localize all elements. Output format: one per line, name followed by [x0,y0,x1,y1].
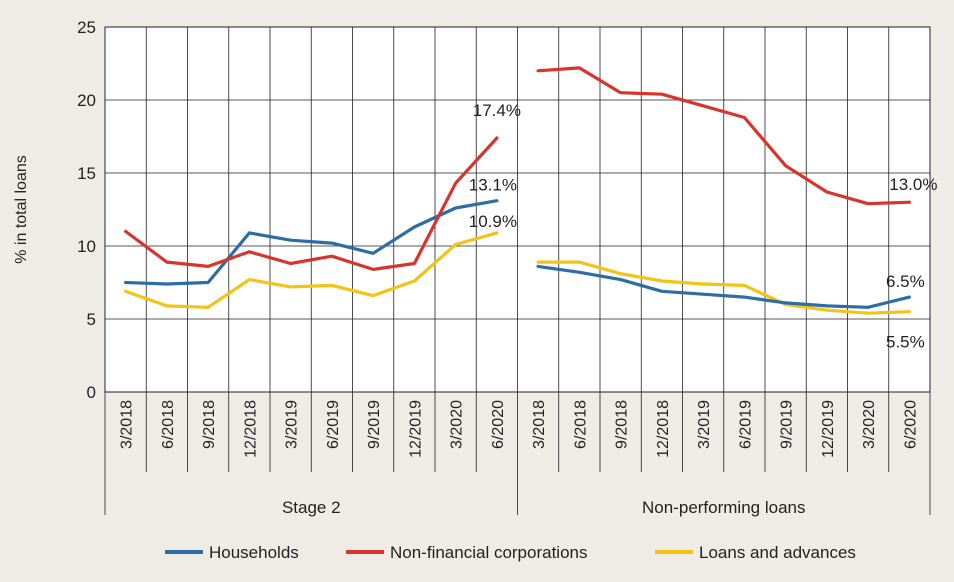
series-lines [123,66,912,315]
legend: Households Non-financial corporations Loan… [165,543,856,562]
category-label: 12/2019 [820,400,837,458]
category-label: 12/2019 [407,400,424,458]
y-tick-label: 25 [77,18,96,37]
value-annotation: 13.0% [889,175,937,194]
y-tick-label: 5 [87,310,96,329]
legend-label: Households [209,543,299,562]
value-annotation: 5.5% [886,333,925,352]
category-label: 12/2018 [242,400,259,458]
category-label: 6/2019 [737,400,754,449]
series-line-non-financial-corporations-panel-1 [123,136,499,271]
category-label: 6/2018 [160,400,177,449]
category-label: 3/2018 [119,400,136,449]
series-line-households-panel-1 [123,199,499,286]
legend-label: Loans and advances [699,543,856,562]
value-annotation: 17.4% [473,101,521,120]
legend-label: Non-financial corporations [390,543,588,562]
value-annotation: 13.1% [469,176,517,195]
category-label: 3/2020 [861,400,878,449]
category-label: 9/2018 [201,400,218,449]
group-label: Stage 2 [282,498,341,517]
series-line-non-financial-corporations-panel-2 [536,66,912,206]
y-tick-label: 0 [87,383,96,402]
y-tick-label: 10 [77,237,96,256]
category-label: 3/2018 [531,400,548,449]
y-tick-label: 15 [77,164,96,183]
value-annotation: 10.9% [469,212,517,231]
category-label: 12/2018 [655,400,672,458]
category-label: 3/2019 [696,400,713,449]
category-label: 9/2019 [366,400,383,449]
category-label: 6/2020 [902,400,919,449]
series-line-loans-and-advances-panel-2 [536,260,912,315]
category-label: 9/2018 [614,400,631,449]
category-label: 6/2020 [490,400,507,449]
value-annotation: 6.5% [886,272,925,291]
series-line-households-panel-2 [536,264,912,309]
series-line-loans-and-advances-panel-1 [123,231,499,309]
category-label: 6/2018 [572,400,589,449]
category-label: 6/2019 [325,400,342,449]
axes: 0 5 10 15 20 25 3/2018 6/2018 9/2018 12/2018 3/201… [13,18,931,517]
category-label: 9/2019 [779,400,796,449]
grid [104,26,931,393]
labels: 17.4% 13.1% 10.9% 13.0% 6.5% 5.5% [469,101,938,352]
category-label: 3/2020 [449,400,466,449]
y-tick-label: 20 [77,91,96,110]
category-label: 3/2019 [284,400,301,449]
group-label: Non-performing loans [642,498,805,517]
y-axis-label: % in total loans [13,155,30,264]
